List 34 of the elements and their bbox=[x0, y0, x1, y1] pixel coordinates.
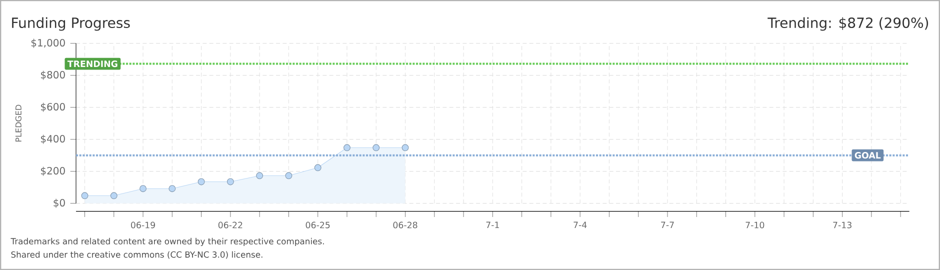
y-tick-label: $400 bbox=[41, 134, 65, 144]
y-axis-title: PLEDGED bbox=[15, 104, 22, 142]
y-tick-label: $1,000 bbox=[31, 38, 65, 48]
point bbox=[140, 185, 146, 192]
point bbox=[285, 172, 292, 180]
point bbox=[344, 144, 350, 152]
point bbox=[314, 164, 322, 172]
point bbox=[372, 144, 380, 152]
point bbox=[198, 178, 205, 186]
point bbox=[226, 178, 234, 186]
x-tick-label: 7-1 bbox=[486, 222, 499, 228]
y-tick-label: $800 bbox=[41, 70, 65, 80]
text: Trademarks and related content are owned by their respective companies. bbox=[10, 238, 324, 246]
x-tick-label: 7-13 bbox=[833, 222, 852, 228]
y-tick-label: $0 bbox=[54, 198, 65, 208]
point bbox=[168, 185, 176, 192]
x-tick-label: 06-22 bbox=[218, 222, 242, 228]
point bbox=[110, 192, 118, 200]
x-tick-label: 7-7 bbox=[661, 222, 674, 228]
text: Shared under the creative commons (CC BY-NC 3.0) license. bbox=[11, 251, 262, 259]
x-tick-label: 06-25 bbox=[306, 222, 330, 228]
chart-title: Funding Progress bbox=[12, 17, 130, 31]
ref-line-label: GOAL bbox=[854, 152, 881, 159]
point bbox=[256, 172, 264, 180]
x-tick-label: 7-10 bbox=[746, 222, 764, 228]
ref-line-label: TRENDING bbox=[67, 60, 118, 68]
point bbox=[402, 144, 409, 152]
x-tick-label: 7-4 bbox=[574, 222, 587, 228]
x-tick-label: 06-28 bbox=[393, 222, 418, 228]
chart-subtitle: Trending: $872 (290%) bbox=[768, 17, 928, 31]
y-tick-label: $600 bbox=[41, 102, 65, 112]
point bbox=[81, 192, 88, 200]
y-tick-label: $200 bbox=[41, 166, 65, 176]
x-tick-label: 06-19 bbox=[131, 222, 155, 228]
